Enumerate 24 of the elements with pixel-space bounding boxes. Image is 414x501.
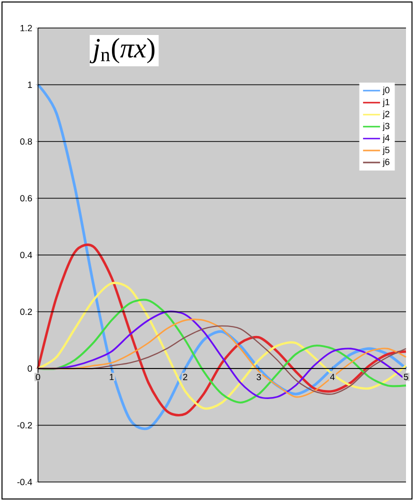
x-tick-label: 3 xyxy=(256,374,261,380)
x-tick-label: 5 xyxy=(404,374,408,380)
x-tick-label: 0 xyxy=(36,374,40,380)
legend-label: j5 xyxy=(382,146,390,155)
x-tick-label: 2 xyxy=(183,374,188,380)
y-tick-label: -0.2 xyxy=(17,422,32,428)
line-series xyxy=(36,282,408,410)
x-tick-label: 1 xyxy=(110,374,114,380)
legend-label: j3 xyxy=(382,122,390,131)
x-tick-label: 4 xyxy=(330,374,335,380)
chart-title: j$_{n}$(πx) xyxy=(90,38,154,64)
y-tick-label: 1 xyxy=(28,82,32,88)
legend-label: j2 xyxy=(382,110,390,119)
y-tick-label: 0.6 xyxy=(20,195,32,202)
legend-label: j1 xyxy=(382,98,390,107)
y-tick-label: -0.4 xyxy=(17,478,32,486)
y-tick-label: 0.2 xyxy=(20,308,32,315)
legend-label: j6 xyxy=(382,158,390,167)
y-tick-label: 0.4 xyxy=(20,252,32,258)
y-tick-label: 0 xyxy=(28,365,32,372)
y-tick-label: 0.8 xyxy=(20,138,32,145)
y-tick-label: 1.2 xyxy=(20,24,32,32)
legend-label: j4 xyxy=(382,134,390,143)
legend-label: j0 xyxy=(382,86,390,96)
